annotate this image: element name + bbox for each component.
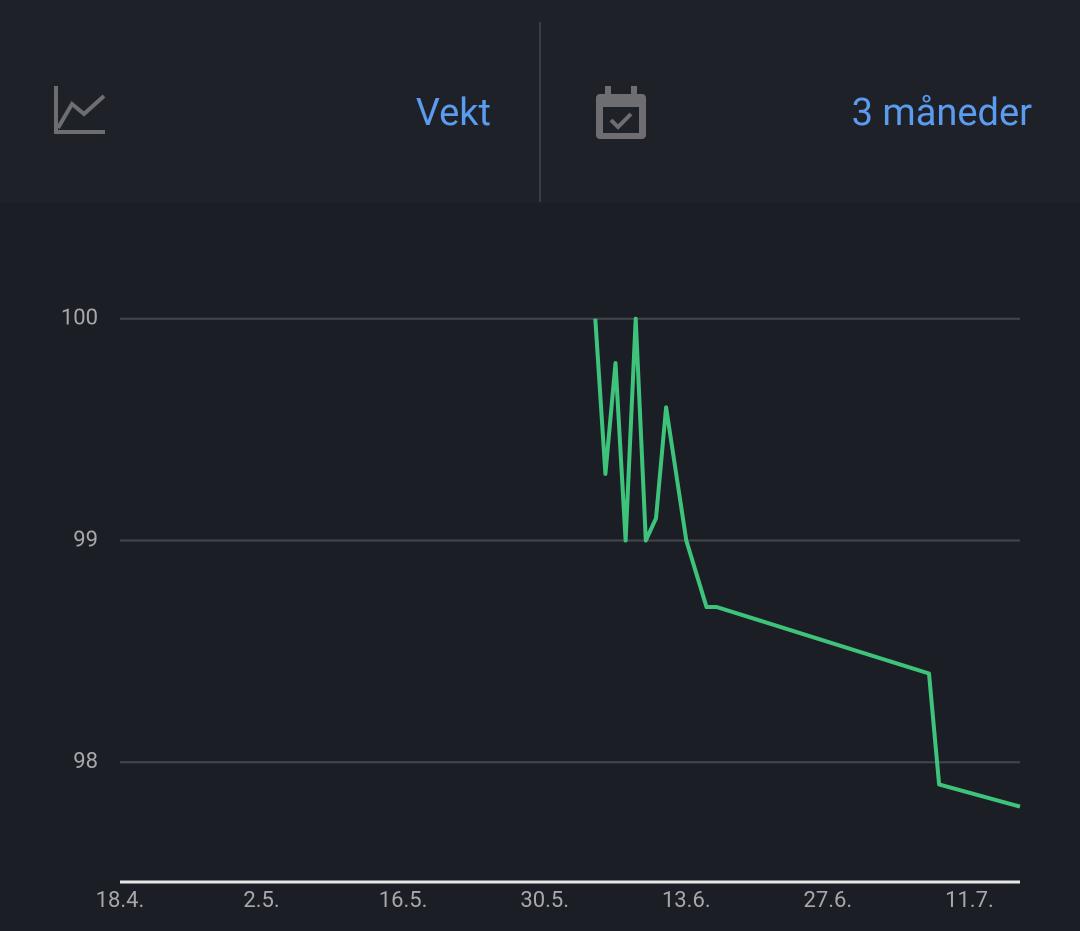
x-tick-label: 13.6. <box>662 888 711 913</box>
calendar-ring <box>631 86 637 98</box>
metric-label: Vekt <box>416 91 491 135</box>
x-tick-label: 11.7. <box>945 888 994 913</box>
x-tick-label: 2.5. <box>243 888 279 913</box>
period-label: 3 måneder <box>852 91 1032 135</box>
metric-selector[interactable]: Vekt <box>54 86 491 135</box>
calendar-check <box>609 112 633 130</box>
x-tick-label: 27.6. <box>804 888 853 913</box>
calendar-ring <box>605 86 611 98</box>
x-tick-label: 30.5. <box>520 888 569 913</box>
x-tick-label: 18.4. <box>96 888 145 913</box>
x-tick-label: 16.5. <box>379 888 428 913</box>
calendar-icon-face <box>603 107 639 133</box>
y-tick-label: 100 <box>61 306 98 331</box>
y-tick-label: 99 <box>73 527 98 552</box>
weight-line <box>593 316 1021 809</box>
period-selector[interactable]: 3 måneder <box>596 86 1032 139</box>
y-tick-label: 98 <box>73 749 98 774</box>
chart-icon <box>54 86 106 134</box>
